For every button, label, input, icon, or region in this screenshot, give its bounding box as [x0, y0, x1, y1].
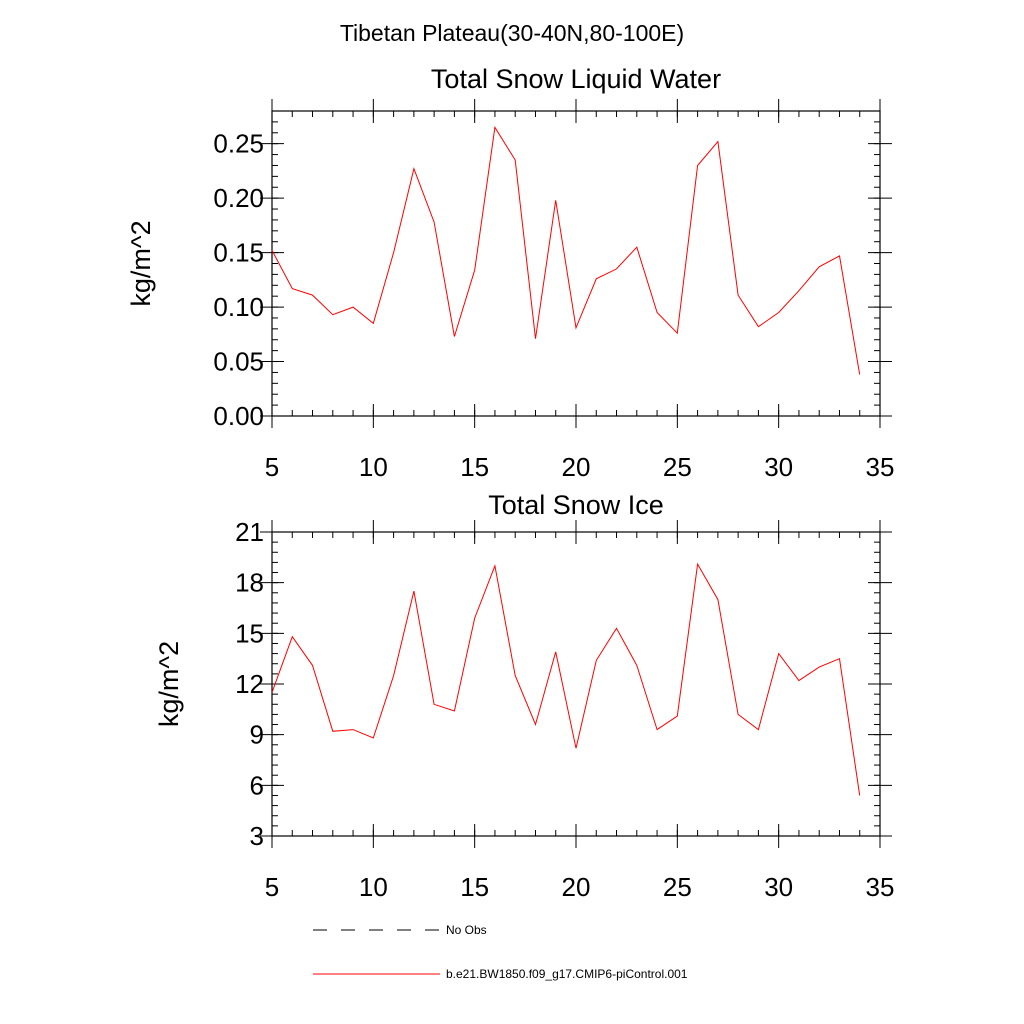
page-title: Tibetan Plateau(30-40N,80-100E) [340, 20, 684, 46]
panel-snow-liquid-water: Total Snow Liquid Water kg/m^2 5 10 15 20 25 30… [126, 64, 894, 482]
y-tick-label: 18 [235, 568, 264, 598]
x-tick-label: 10 [359, 872, 388, 902]
plot-frame [271, 110, 881, 417]
chart-title: Total Snow Liquid Water [431, 64, 721, 94]
x-tick-label: 35 [866, 452, 895, 482]
x-tick-label: 15 [460, 872, 489, 902]
y-tick-label: 12 [235, 669, 264, 699]
legend: No Obs b.e21.BW1850.f09_g17.CMIP6-piCont… [313, 923, 688, 981]
x-tick-label: 5 [265, 872, 279, 902]
y-tick-label: 0.05 [213, 347, 264, 377]
legend-label-model: b.e21.BW1850.f09_g17.CMIP6-piControl.001 [446, 967, 688, 981]
series-line-piControl [271, 125, 861, 375]
y-tick-label: 6 [250, 770, 264, 800]
chart-title: Total Snow Ice [488, 490, 664, 520]
x-tick-label: 25 [663, 872, 692, 902]
x-tick-label: 30 [764, 872, 793, 902]
y-tick-label: 0.20 [213, 183, 264, 213]
y-tick-label: 0.15 [213, 238, 264, 268]
x-tick-label: 5 [265, 452, 279, 482]
x-tick-label: 20 [562, 452, 591, 482]
x-tick-label: 35 [866, 872, 895, 902]
series-line-piControl [271, 562, 861, 796]
y-tick-label: 3 [250, 821, 264, 851]
y-axis-label: kg/m^2 [126, 220, 156, 306]
x-tick-label: 15 [460, 452, 489, 482]
y-tick-label: 21 [235, 517, 264, 547]
y-tick-label: 0.10 [213, 292, 264, 322]
x-tick-label: 25 [663, 452, 692, 482]
panel-snow-ice: Total Snow Ice kg/m^2 5 10 15 20 25 30 35 3 6 9 12 15… [154, 490, 894, 902]
y-axis-label: kg/m^2 [154, 641, 184, 727]
y-tick-label: 15 [235, 618, 264, 648]
y-tick-label: 0.25 [213, 129, 264, 159]
x-tick-label: 10 [359, 452, 388, 482]
plot-frame [271, 531, 881, 837]
y-tick-label: 0.00 [213, 401, 264, 431]
x-tick-label: 30 [764, 452, 793, 482]
y-tick-label: 9 [250, 720, 264, 750]
x-tick-label: 20 [562, 872, 591, 902]
legend-label-no-obs: No Obs [446, 923, 487, 937]
